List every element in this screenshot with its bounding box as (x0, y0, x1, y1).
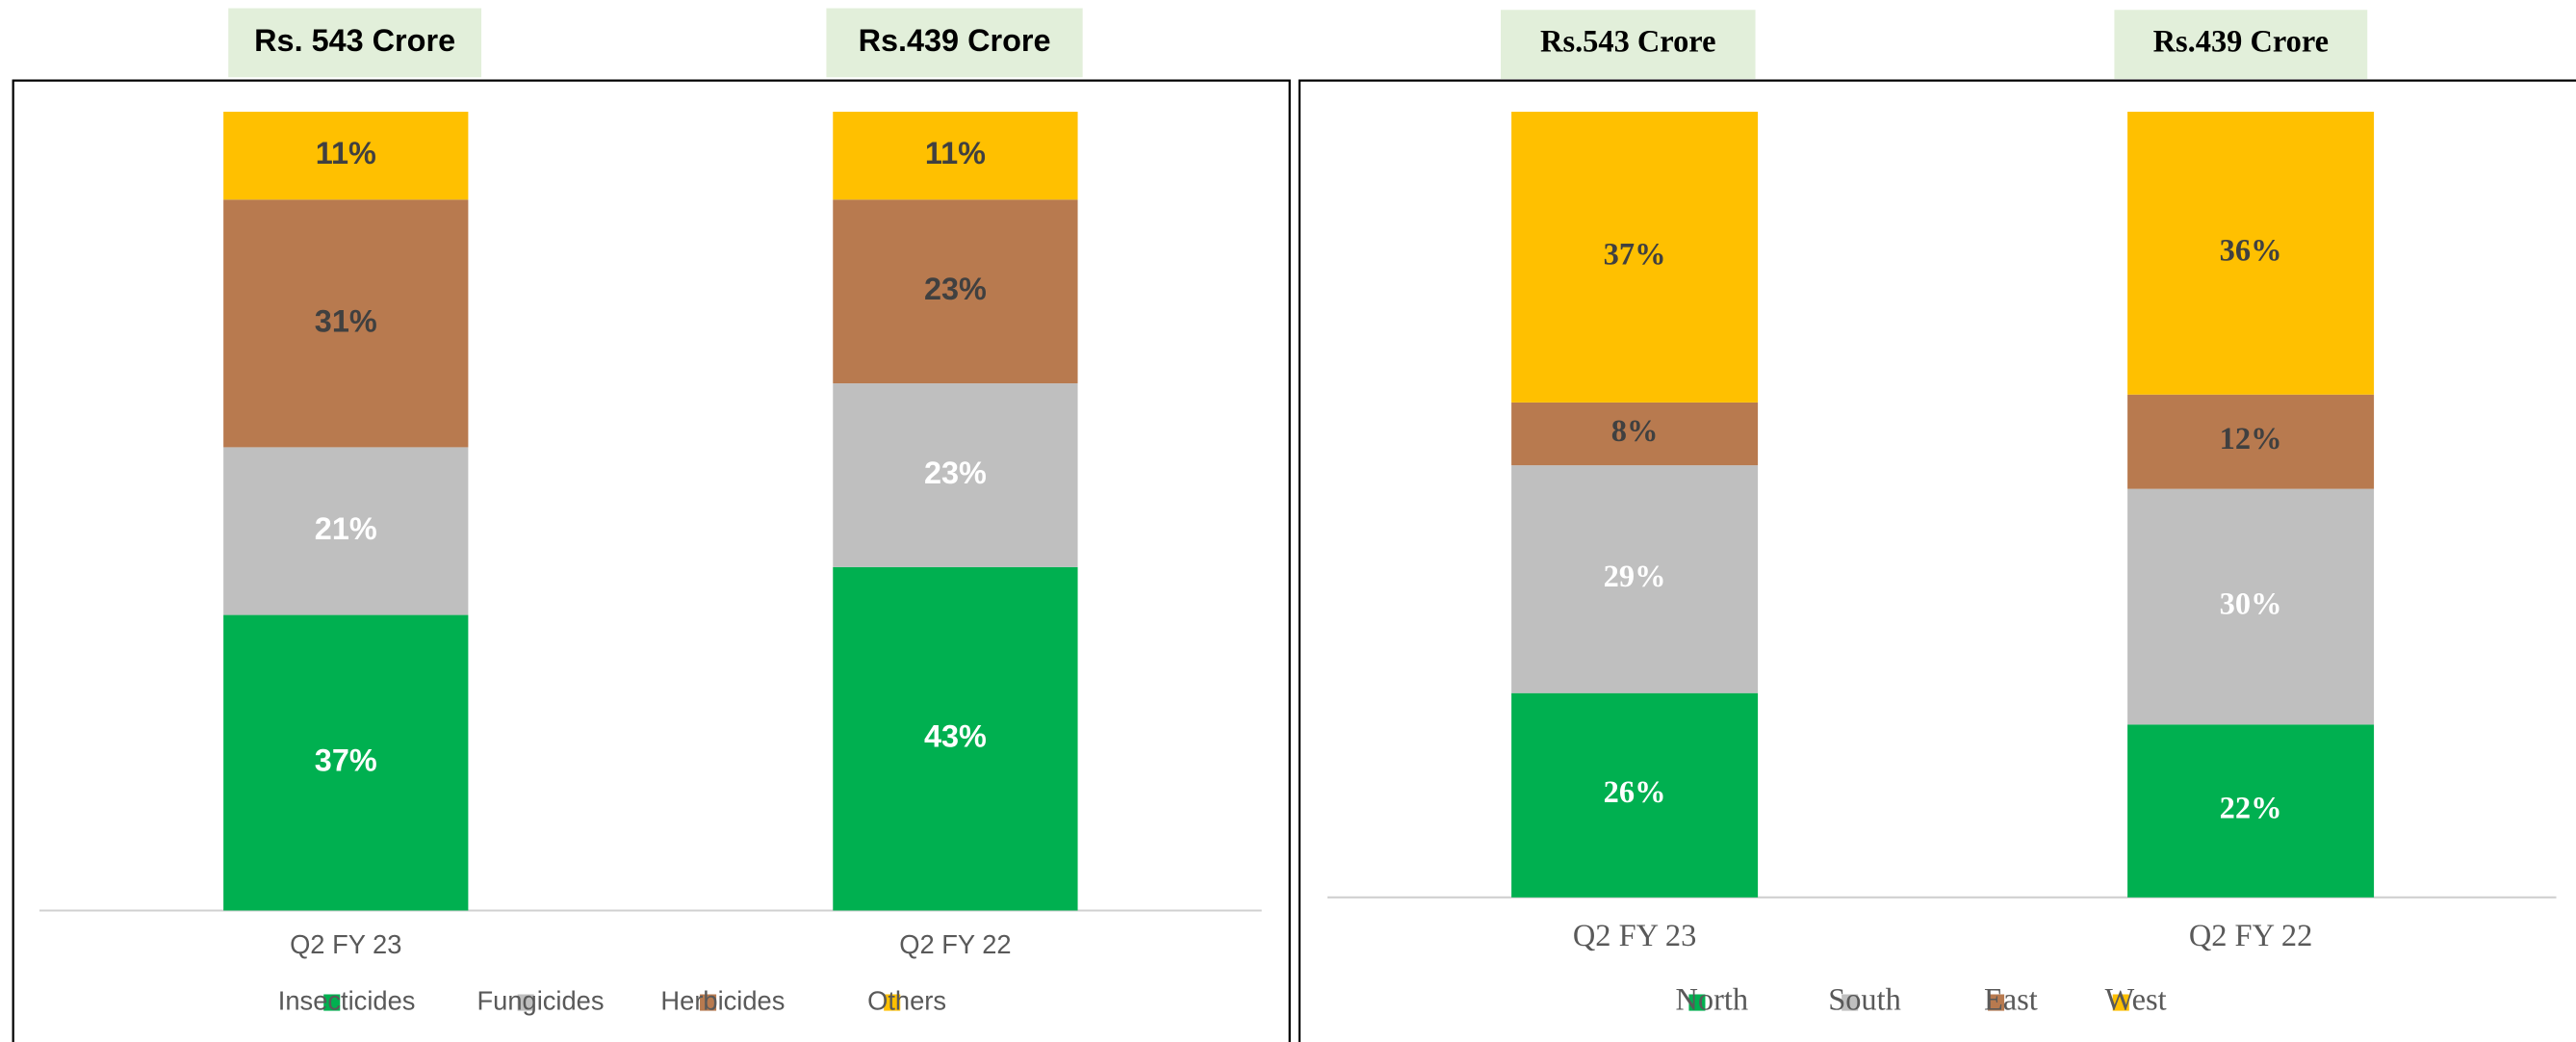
bar-segment (2127, 488, 2375, 725)
chart-frame (12, 79, 1291, 1042)
legend-label: North (1676, 982, 1749, 1017)
legend-label: Fungicides (477, 985, 604, 1015)
data-label: 11% (925, 136, 986, 170)
data-label: 11% (316, 136, 376, 170)
header-box (228, 8, 482, 78)
x-tick-label: Q2 FY 22 (899, 929, 1011, 959)
bar-segment (223, 112, 469, 200)
chart-0: Rs. 543 Crore Rs.439 Crore 37% 21% 31% 11% Q2 … (223, 8, 1083, 1015)
legend-swatch (1988, 994, 2005, 1011)
legend-label: South (1828, 982, 1901, 1017)
bar-segment (833, 199, 1078, 384)
header-label: Rs. 543 Crore (254, 23, 455, 58)
bar-segment (833, 383, 1078, 567)
x-tick-label: Q2 FY 22 (2189, 919, 2312, 953)
chart-1: Rs.543 Crore Rs.439 Crore 26% 29% 8% 37% Q2 FY… (1501, 10, 2375, 1017)
data-label: 37% (1604, 237, 1666, 272)
data-label: 21% (315, 511, 377, 546)
data-label: 30% (2220, 586, 2282, 621)
data-label: 23% (924, 456, 987, 490)
bar-segment (1511, 692, 1759, 898)
legend-label: Insecticides (278, 985, 416, 1015)
legend-swatch (1842, 994, 1859, 1011)
legend-label: East (1984, 982, 2038, 1017)
legend-swatch (2112, 994, 2129, 1011)
legend-label: Others (867, 985, 946, 1015)
bar-segment (833, 566, 1078, 911)
bar-segment (223, 199, 469, 448)
legend-label: West (2105, 982, 2167, 1017)
bar-segment (1511, 402, 1759, 466)
bar-segment (223, 614, 469, 911)
data-label: 36% (2220, 233, 2282, 268)
data-label: 8% (1611, 414, 1659, 449)
data-label: 12% (2220, 422, 2282, 456)
bar-segment (833, 112, 1078, 200)
data-label: 29% (1604, 560, 1666, 594)
legend-swatch (884, 994, 901, 1011)
bar-segment (2127, 394, 2375, 489)
bar-segment (2127, 112, 2375, 395)
x-tick-label: Q2 FY 23 (290, 929, 401, 959)
chart-frame (1298, 79, 2576, 1042)
data-label: 43% (924, 719, 987, 754)
x-tick-label: Q2 FY 23 (1573, 919, 1696, 953)
bar-segment (2127, 724, 2375, 898)
bar-segment (223, 447, 469, 615)
legend-swatch (517, 994, 534, 1011)
header-label: Rs.439 Crore (859, 23, 1051, 58)
legend-swatch (1688, 994, 1706, 1011)
bar-segment (1511, 112, 1759, 403)
legend-label: Herbicides (660, 985, 785, 1015)
header-box (1501, 10, 1756, 79)
data-label: 23% (924, 272, 987, 306)
header-box (826, 8, 1083, 78)
header-label: Rs.543 Crore (1540, 25, 1715, 60)
header-box (2114, 10, 2368, 79)
bar-segment (1511, 465, 1759, 693)
data-label: 37% (315, 743, 377, 778)
legend-swatch (323, 994, 341, 1011)
legend-swatch (700, 994, 717, 1011)
header-label: Rs.439 Crore (2153, 25, 2329, 60)
data-label: 31% (315, 303, 377, 338)
data-label: 22% (2220, 792, 2282, 826)
data-label: 26% (1604, 775, 1666, 810)
